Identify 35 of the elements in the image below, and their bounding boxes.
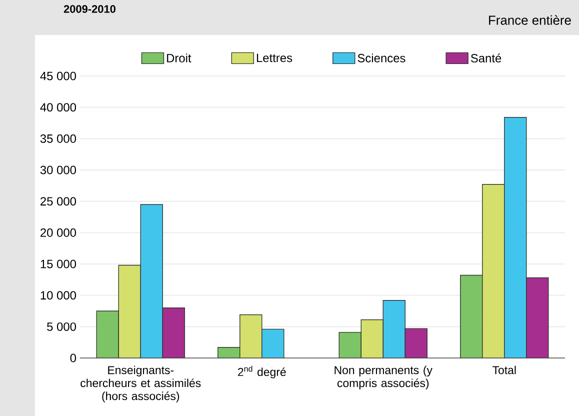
bar bbox=[240, 314, 262, 358]
chart-subtitle: 2009-2010 bbox=[64, 5, 116, 13]
y-tick-label: 20 000 bbox=[40, 228, 76, 237]
x-tick-label: Non permanents (y compris associés) bbox=[334, 366, 432, 390]
y-tick-label: 35 000 bbox=[40, 134, 76, 143]
legend-label: Sciences bbox=[358, 54, 406, 62]
bar bbox=[218, 347, 240, 358]
text: France entière bbox=[489, 15, 571, 25]
legend-label: Lettres bbox=[256, 54, 292, 62]
y-tick-label: 5 000 bbox=[47, 322, 76, 331]
bar bbox=[526, 277, 549, 358]
legend-label: Droit bbox=[167, 54, 192, 62]
bar bbox=[118, 264, 141, 358]
bar bbox=[482, 184, 505, 358]
x-tick-label: Total bbox=[492, 366, 516, 374]
bar bbox=[404, 328, 428, 358]
y-tick-label: 30 000 bbox=[40, 166, 76, 174]
y-tick-label: 10 000 bbox=[40, 291, 76, 300]
bar bbox=[504, 117, 527, 358]
bar bbox=[140, 204, 163, 358]
bar bbox=[338, 332, 362, 358]
y-tick-label: 25 000 bbox=[40, 197, 76, 206]
bar bbox=[96, 310, 119, 358]
bar bbox=[162, 308, 185, 358]
bar bbox=[360, 319, 384, 358]
y-tick-label: 45 000 bbox=[40, 72, 76, 80]
legend-label: Santé bbox=[470, 54, 502, 62]
bar bbox=[262, 328, 284, 358]
x-tick-label: 2$^{nd}$ degré bbox=[238, 366, 286, 378]
bar bbox=[460, 274, 483, 358]
y-tick-label: 15 000 bbox=[40, 260, 76, 268]
y-tick-label: 0 bbox=[70, 354, 76, 362]
x-tick-label: Enseignants-chercheurs et assimilés (hors associés) bbox=[80, 366, 201, 402]
y-tick-label: 40 000 bbox=[40, 103, 76, 112]
bar bbox=[382, 300, 406, 358]
